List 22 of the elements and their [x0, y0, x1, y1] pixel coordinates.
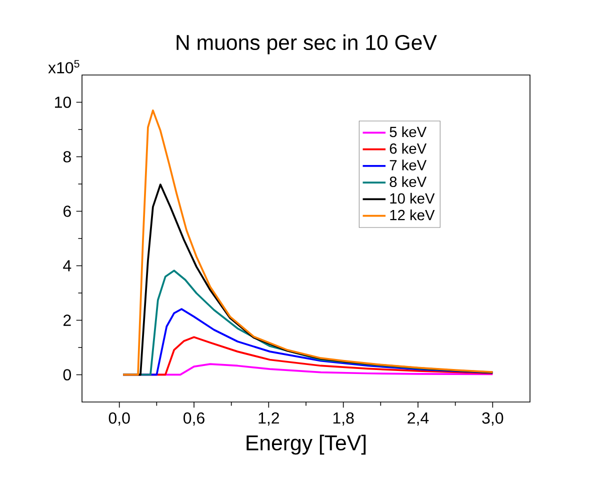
y-tick-label: 0: [63, 369, 71, 380]
y-tick-label: 8: [63, 151, 71, 162]
legend-label: 8 keV: [390, 176, 427, 188]
legend-label: 5 keV: [390, 126, 427, 138]
line-series: [122, 109, 494, 376]
x-axis-title: Energy [TeV]: [246, 434, 366, 455]
legend-label: 6 keV: [390, 143, 427, 154]
x-tick-label: 2,4: [408, 412, 429, 426]
y-tick-label: 6: [64, 206, 71, 217]
x-tick-label: 1,8: [333, 412, 354, 426]
legend-label: 7 keV: [390, 160, 427, 170]
chart-title: N muons per sec in 10 GeV: [176, 34, 437, 54]
y-tick-label: 10: [55, 96, 71, 108]
y-tick-label: 2: [64, 314, 71, 326]
x-tick-label: 3,0: [482, 412, 504, 426]
y-axis-title: x10$^{5}$: [48, 60, 80, 74]
x-tick-label: 1,2: [258, 412, 279, 426]
legend-label: 10 keV: [390, 192, 435, 204]
legend-label: 12 keV: [390, 210, 435, 220]
y-tick-label: 4: [63, 260, 72, 272]
x-tick-label: 0,0: [108, 412, 130, 426]
x-tick-label: 0,6: [184, 412, 204, 426]
